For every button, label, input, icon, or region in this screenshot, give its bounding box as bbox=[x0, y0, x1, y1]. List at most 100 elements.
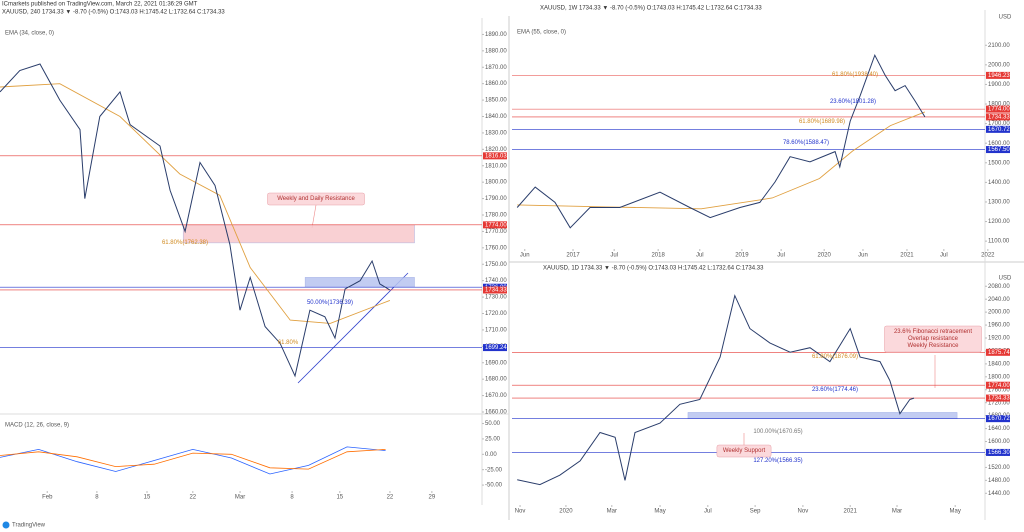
level-label: 1567.50 bbox=[988, 147, 1010, 153]
note-text: Overlap resistance bbox=[908, 336, 959, 342]
level-tag bbox=[986, 348, 1010, 356]
note-text: 127.20%(1566.35) bbox=[753, 458, 802, 464]
y-tick-label: 1760.00 bbox=[988, 387, 1010, 393]
y-tick-label: 1710.00 bbox=[485, 327, 507, 333]
y-tick-label: 1840.00 bbox=[485, 114, 507, 120]
y-tick-label: 1870.00 bbox=[485, 65, 507, 71]
level-label: 1566.30 bbox=[988, 450, 1010, 456]
x-tick-label: Nov bbox=[798, 509, 809, 515]
zone bbox=[304, 277, 415, 288]
level-tag bbox=[483, 344, 507, 352]
level-tag bbox=[986, 146, 1010, 154]
note-box bbox=[267, 192, 365, 206]
price-line bbox=[0, 63, 391, 378]
arrow bbox=[311, 204, 317, 229]
chart-title: XAUUSD, 1W 1734.33 ▼ -8.70 (-0.5%) O:174… bbox=[540, 6, 762, 12]
level-label: 1734.33 bbox=[485, 288, 507, 294]
zone bbox=[687, 412, 958, 419]
level-label: 1734.33 bbox=[988, 114, 1010, 120]
y-tick-label: 0.00 bbox=[485, 452, 497, 458]
y-tick-label: 1440.00 bbox=[988, 491, 1010, 497]
y-tick-label: 1500.00 bbox=[988, 160, 1010, 166]
y-tick-label: 1780.00 bbox=[485, 213, 507, 219]
y-tick-label: 1960.00 bbox=[988, 323, 1010, 329]
y-tick-label: 1800.00 bbox=[988, 374, 1010, 380]
level-label: 1774.00 bbox=[485, 222, 507, 228]
y-tick-label: 1700.00 bbox=[988, 121, 1010, 127]
x-tick-label: 2021 bbox=[844, 509, 858, 515]
x-tick-label: Feb bbox=[42, 495, 53, 501]
level-label: 1670.72 bbox=[988, 416, 1010, 422]
level-label: 1816.03 bbox=[485, 153, 507, 159]
y-tick-label: 1670.00 bbox=[485, 393, 507, 399]
level-label: 1946.23 bbox=[988, 73, 1010, 79]
chart-title: XAUUSD, 240 1734.33 ▼ -8.70 (-0.5%) O:17… bbox=[2, 10, 225, 16]
y-tick-label: 1600.00 bbox=[988, 439, 1010, 445]
x-tick-label: Sep bbox=[750, 509, 761, 515]
note-text: Weekly and Daily Resistance bbox=[277, 196, 355, 202]
footer: TradingView bbox=[12, 523, 46, 529]
y-tick-label: 1810.00 bbox=[485, 163, 507, 169]
y-tick-label: 1790.00 bbox=[485, 196, 507, 202]
macd-title: MACD (12, 26, close, 9) bbox=[5, 423, 69, 429]
price-line bbox=[516, 53, 926, 229]
level-tag bbox=[483, 152, 507, 160]
y-tick-label: 1860.00 bbox=[485, 81, 507, 87]
y-tick-label: 2000.00 bbox=[988, 62, 1010, 68]
x-tick-label: 2021 bbox=[900, 253, 914, 259]
y-tick-label: 1520.00 bbox=[988, 465, 1010, 471]
note-text: 61.80%(1938.40) bbox=[832, 72, 878, 78]
level-label: 1774.00 bbox=[988, 107, 1010, 113]
note-text: 23.60%(1774.46) bbox=[812, 387, 858, 393]
x-tick-label: 2022 bbox=[981, 253, 995, 259]
x-tick-label: 15 bbox=[336, 495, 343, 501]
price-line bbox=[517, 294, 915, 486]
level-tag bbox=[986, 105, 1010, 113]
y-tick-label: 2080.00 bbox=[988, 284, 1010, 290]
y-tick-label: 1720.00 bbox=[988, 400, 1010, 406]
y-tick-label: 1900.00 bbox=[988, 82, 1010, 88]
level-tag bbox=[986, 381, 1010, 389]
ema-line bbox=[517, 111, 926, 210]
x-tick-label: 2020 bbox=[559, 509, 573, 515]
macd-line bbox=[0, 449, 386, 470]
level-tag bbox=[986, 394, 1010, 402]
y-tick-label: 1840.00 bbox=[988, 361, 1010, 367]
unit-label: USD bbox=[999, 15, 1012, 21]
x-tick-label: Jun bbox=[858, 253, 868, 259]
trend-line bbox=[297, 272, 409, 384]
y-tick-label: 1720.00 bbox=[485, 311, 507, 317]
x-tick-label: Jul bbox=[610, 253, 618, 259]
x-tick-label: Jul bbox=[704, 509, 712, 515]
note-text: Weekly Support bbox=[723, 448, 766, 454]
y-tick-label: 1760.00 bbox=[485, 245, 507, 251]
y-tick-label: 1690.00 bbox=[485, 360, 507, 366]
x-tick-label: 22 bbox=[189, 495, 196, 501]
indicator-label: EMA (55, close, 0) bbox=[517, 30, 566, 36]
note-text: 61.80%(1876.09) bbox=[812, 354, 858, 360]
y-tick-label: 2100.00 bbox=[988, 43, 1010, 49]
y-tick-label: 1820.00 bbox=[485, 147, 507, 153]
level-tag bbox=[986, 125, 1010, 133]
y-tick-label: 1400.00 bbox=[988, 180, 1010, 186]
y-tick-label: 1850.00 bbox=[485, 98, 507, 104]
y-tick-label: 1660.00 bbox=[485, 410, 507, 416]
x-tick-label: 8 bbox=[290, 495, 294, 501]
y-tick-label: 1800.00 bbox=[988, 102, 1010, 108]
y-tick-label: 1100.00 bbox=[988, 239, 1010, 245]
x-tick-label: Jul bbox=[777, 253, 785, 259]
note-text: 61.80% bbox=[278, 340, 299, 346]
y-tick-label: 1300.00 bbox=[988, 200, 1010, 206]
level-label: 1699.24 bbox=[485, 345, 507, 351]
macd-line bbox=[0, 446, 386, 475]
level-tag bbox=[986, 448, 1010, 456]
x-tick-label: Nov bbox=[515, 509, 526, 515]
zone bbox=[182, 224, 415, 244]
level-tag bbox=[986, 113, 1010, 121]
note-text: 50.00%(1736.39) bbox=[307, 300, 353, 306]
level-tag bbox=[986, 71, 1010, 79]
x-tick-label: Mar bbox=[607, 509, 617, 515]
x-tick-label: Jun bbox=[520, 253, 530, 259]
